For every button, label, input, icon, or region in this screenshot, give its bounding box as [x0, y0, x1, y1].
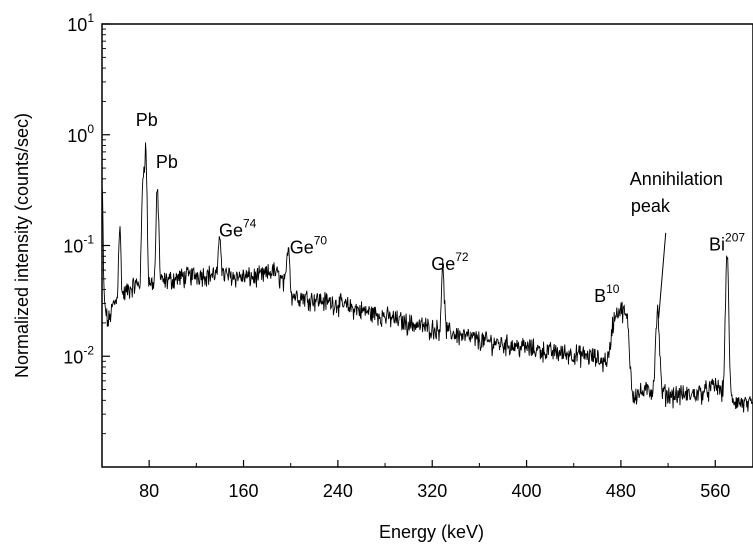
peak-label-b10: B10: [594, 282, 620, 306]
x-tick-label: 80: [139, 481, 159, 501]
peak-label-ann2: peak: [631, 196, 671, 216]
y-tick-label: 10-1: [63, 233, 94, 257]
y-tick-label: 101: [67, 11, 94, 35]
peak-annotations: Pb Pb Ge74 Ge70 Ge72 B10 Annihilation peak Bi207: [136, 110, 745, 319]
spectrum-line: [102, 142, 753, 413]
peak-label-ann1: Annihilation: [630, 169, 723, 189]
peak-label-ge74: Ge74: [219, 217, 257, 241]
x-axis-label: Energy (keV): [379, 522, 484, 542]
peak-label-bi207: Bi207: [709, 231, 745, 255]
peak-label-ge70: Ge70: [290, 233, 328, 257]
axis-ticks: 80 160 240 320 400 480 560 101 100 10-1 10-2: [63, 11, 730, 501]
x-tick-label: 160: [228, 481, 258, 501]
peak-label-ge72: Ge72: [431, 250, 469, 274]
x-tick-label: 560: [700, 481, 730, 501]
annihilation-pointer-line: [658, 232, 667, 319]
x-tick-label: 320: [417, 481, 447, 501]
y-tick-label: 10-2: [63, 343, 94, 367]
plot-frame: [101, 23, 753, 468]
x-tick-label: 240: [323, 481, 353, 501]
y-tick-label: 100: [67, 122, 94, 146]
peak-label-pb1: Pb: [136, 110, 158, 130]
x-tick-label: 480: [606, 481, 636, 501]
x-tick-label: 400: [512, 481, 542, 501]
y-axis-label: Normalized intensity (counts/sec): [12, 113, 32, 378]
peak-label-pb2: Pb: [156, 152, 178, 172]
